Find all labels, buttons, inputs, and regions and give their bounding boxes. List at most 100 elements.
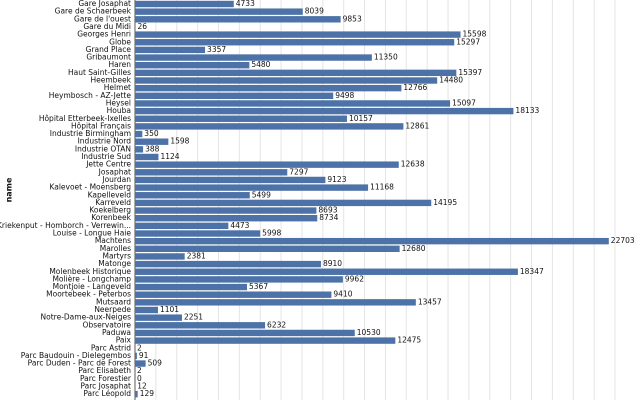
bar [135, 283, 248, 291]
bar [135, 314, 182, 321]
bar [135, 260, 321, 268]
bar [135, 84, 402, 92]
y-tick-label: Industrie Nord [78, 137, 132, 146]
bar [135, 54, 372, 61]
y-tick-label: Kriekenput - Homborch - Verrewin... [0, 221, 131, 230]
y-tick-label: Gare du Midi [83, 22, 131, 31]
bar [135, 39, 455, 46]
y-tick-label: Koekelberg [89, 206, 131, 215]
y-tick-label: Industrie Sud [81, 152, 131, 161]
y-tick-label: Karreveld [95, 198, 131, 207]
bar [135, 130, 143, 138]
bar [135, 176, 326, 184]
bar [135, 169, 288, 176]
bar [135, 215, 318, 222]
y-tick-label: Matonge [98, 259, 131, 268]
value-label: 12680 [402, 244, 426, 253]
y-tick-label: Molière - Longchamp [52, 274, 131, 283]
y-tick-label: Grand Place [86, 45, 132, 54]
y-tick-label: Globe [109, 37, 131, 46]
y-tick-label: Parc Astrid [91, 343, 131, 352]
y-tick-label: Gare Josaphat [78, 0, 131, 8]
bar [135, 138, 169, 145]
y-tick-label: Gribaumont [86, 53, 131, 62]
y-tick-label: Industrie OTAN [75, 144, 131, 153]
value-label: 1124 [160, 152, 179, 161]
bar [135, 230, 261, 237]
y-tick-label: Industrie Birmingham [50, 129, 131, 138]
y-tick-label: Moortebeek - Peterbos [46, 290, 131, 299]
value-label: 388 [145, 144, 160, 153]
value-label: 8910 [323, 259, 342, 268]
bar [135, 268, 518, 275]
y-tick-label: Parc Josaphat [80, 382, 131, 391]
value-label: 12861 [405, 121, 429, 130]
y-tick-label: Kalevoet - Moensberg [49, 183, 131, 192]
y-tick-label: Gare de Schaerbeek [55, 7, 132, 16]
y-tick-label: Machtens [95, 236, 131, 245]
y-tick-label: Neerpede [94, 305, 131, 314]
value-label: 5998 [262, 229, 281, 238]
bar [135, 46, 206, 54]
value-label: 4733 [236, 0, 255, 8]
value-label: 15297 [456, 37, 480, 46]
value-label: 91 [139, 351, 149, 360]
value-label: 9498 [335, 91, 354, 100]
value-label: 5367 [249, 282, 268, 291]
value-label: 2 [137, 343, 142, 352]
bar [135, 184, 369, 191]
value-label: 5499 [252, 190, 271, 199]
value-label: 12766 [403, 83, 427, 92]
bar [135, 62, 250, 69]
bar [135, 253, 185, 260]
bar [135, 92, 334, 99]
bar [135, 322, 266, 329]
y-tick-label: Heymbosch - AZ-Jette [49, 91, 132, 100]
y-tick-label: Montjoie - Langeveld [53, 282, 132, 291]
y-tick-label: Heembeek [90, 76, 131, 85]
bar [135, 245, 400, 252]
value-label: 15598 [463, 30, 487, 39]
value-label: 15097 [452, 98, 476, 107]
bar [135, 23, 136, 31]
y-tick-label: Houba [107, 106, 131, 115]
value-label: 10157 [349, 114, 373, 123]
bar [135, 100, 451, 107]
y-tick-label: Haren [108, 60, 131, 69]
value-label: 13457 [418, 297, 442, 306]
value-label: 4473 [230, 221, 249, 230]
value-label: 12 [137, 382, 147, 391]
y-tick-label: Hôpital Etterbeek-Ixelles [39, 114, 131, 123]
y-tick-label: Observatoire [83, 320, 132, 329]
y-tick-label: Parc Elisabeth [78, 366, 131, 375]
value-label: 2381 [187, 251, 206, 260]
value-label: 129 [140, 389, 155, 398]
value-label: 7297 [289, 167, 308, 176]
y-tick-label: Paduwa [102, 328, 131, 337]
y-tick-label: Haut Saint-Gilles [68, 68, 131, 77]
bar [135, 16, 341, 23]
bar [135, 77, 438, 84]
y-tick-label: Korenbeek [91, 213, 131, 222]
value-label: 11168 [370, 183, 394, 192]
value-label: 14480 [439, 76, 463, 85]
value-label: 350 [144, 129, 159, 138]
value-label: 9962 [345, 274, 364, 283]
value-label: 2251 [184, 313, 203, 322]
y-tick-label: Gare de l'ouest [74, 14, 131, 23]
value-label: 18347 [520, 267, 544, 276]
value-label: 6232 [267, 320, 286, 329]
bar [135, 237, 609, 245]
bar [135, 222, 229, 230]
y-tick-label: Jourdan [101, 175, 131, 184]
value-label: 12638 [401, 160, 425, 169]
bar [135, 207, 317, 214]
y-tick-label: Georges Henri [77, 30, 131, 39]
value-label: 5480 [251, 60, 270, 69]
y-tick-label: Parc Léopold [83, 389, 131, 398]
y-tick-label: Molenbeek Historique [49, 267, 131, 276]
y-tick-label: Heysel [106, 98, 131, 107]
value-label: 10530 [357, 328, 381, 337]
bar [135, 115, 347, 122]
